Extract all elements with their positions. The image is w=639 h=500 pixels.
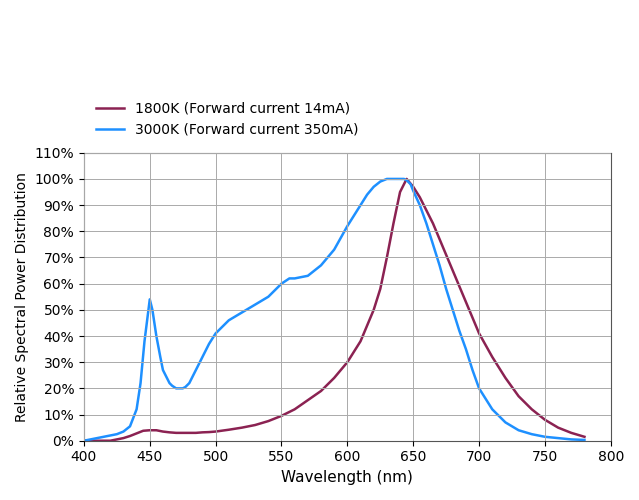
1800K (Forward current 14mA) [133, 430, 141, 436]
3000K (Forward current 350mA) [376, 178, 384, 184]
1800K (Forward current 14mA) [515, 393, 523, 399]
1800K (Forward current 14mA) [238, 424, 246, 430]
3000K (Forward current 350mA) [396, 176, 404, 182]
Legend: 1800K (Forward current 14mA), 3000K (Forward current 350mA): 1800K (Forward current 14mA), 3000K (For… [91, 96, 364, 142]
Line: 1800K (Forward current 14mA): 1800K (Forward current 14mA) [84, 179, 585, 440]
3000K (Forward current 350mA) [330, 246, 338, 252]
3000K (Forward current 350mA) [141, 338, 148, 344]
3000K (Forward current 350mA) [185, 380, 193, 386]
Y-axis label: Relative Spectral Power Distribution: Relative Spectral Power Distribution [15, 172, 29, 422]
X-axis label: Wavelength (nm): Wavelength (nm) [281, 470, 413, 485]
1800K (Forward current 14mA) [403, 176, 410, 182]
Line: 3000K (Forward current 350mA): 3000K (Forward current 350mA) [84, 179, 585, 440]
3000K (Forward current 350mA) [581, 437, 589, 443]
3000K (Forward current 350mA) [383, 176, 390, 182]
1800K (Forward current 14mA) [80, 438, 88, 444]
1800K (Forward current 14mA) [179, 430, 187, 436]
3000K (Forward current 350mA) [80, 438, 88, 444]
3000K (Forward current 350mA) [163, 375, 171, 381]
1800K (Forward current 14mA) [159, 428, 167, 434]
1800K (Forward current 14mA) [581, 434, 589, 440]
1800K (Forward current 14mA) [567, 430, 575, 436]
